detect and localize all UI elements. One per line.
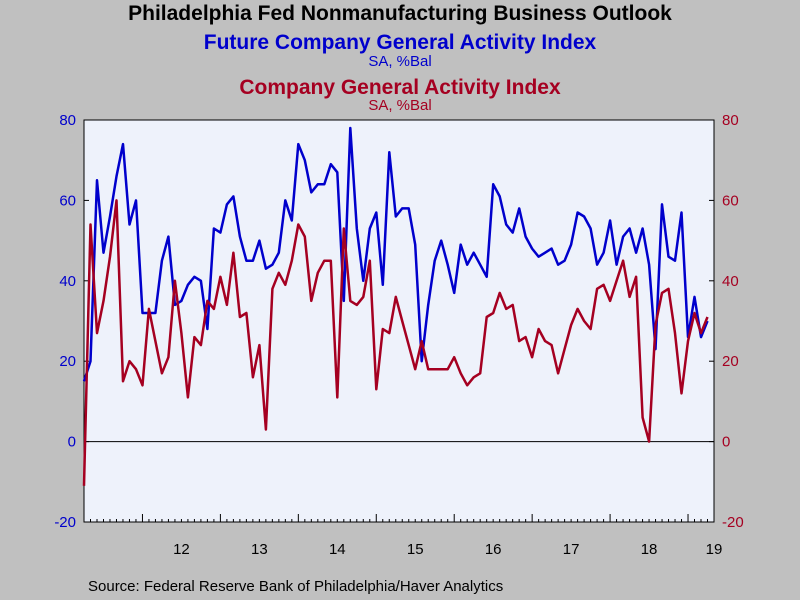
series2-subtitle: SA, %Bal xyxy=(368,97,432,114)
x-tick-label: 12 xyxy=(173,541,190,558)
source-note: Source: Federal Reserve Bank of Philadel… xyxy=(88,578,504,595)
y-tick-label-right: 40 xyxy=(722,273,739,290)
chart-title: Philadelphia Fed Nonmanufacturing Busine… xyxy=(128,2,672,25)
x-tick-label: 14 xyxy=(329,541,346,558)
x-tick-label: 13 xyxy=(251,541,268,558)
y-tick-label-left: 60 xyxy=(59,192,76,209)
y-tick-label-left: 80 xyxy=(59,112,76,129)
series1-subtitle: SA, %Bal xyxy=(368,53,432,70)
series2-title: Company General Activity Index xyxy=(239,76,561,99)
x-tick-label: 18 xyxy=(641,541,658,558)
y-tick-label-right: 60 xyxy=(722,192,739,209)
x-tick-label: 15 xyxy=(407,541,424,558)
y-tick-label-right: -20 xyxy=(722,514,744,531)
y-tick-label-left: 20 xyxy=(59,353,76,370)
y-tick-label-left: -20 xyxy=(54,514,76,531)
y-tick-label-right: 0 xyxy=(722,434,730,451)
y-tick-label-right: 80 xyxy=(722,112,739,129)
x-tick-label: 19 xyxy=(706,541,723,558)
y-tick-label-left: 40 xyxy=(59,273,76,290)
x-tick-label: 16 xyxy=(485,541,502,558)
plot-area xyxy=(83,119,715,523)
series1-title: Future Company General Activity Index xyxy=(203,31,597,54)
y-tick-label-right: 20 xyxy=(722,353,739,370)
series-current-activity-line xyxy=(82,199,709,486)
x-tick-label: 17 xyxy=(563,541,580,558)
y-tick-label-left: 0 xyxy=(68,434,76,451)
series-future-activity-line xyxy=(82,126,709,382)
